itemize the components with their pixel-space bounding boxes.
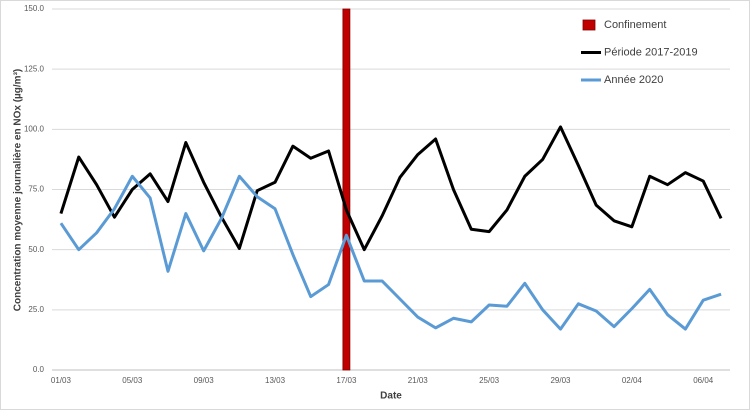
- y-tick-label: 50.0: [28, 245, 44, 254]
- x-tick-label: 09/03: [194, 376, 215, 385]
- legend-swatch: [582, 19, 596, 31]
- x-tick-label: 02/04: [622, 376, 643, 385]
- x-axis-label: Date: [380, 391, 402, 402]
- x-tick-label: 13/03: [265, 376, 286, 385]
- x-tick-label: 01/03: [51, 376, 72, 385]
- y-tick-label: 125.0: [24, 64, 45, 73]
- line: [59, 174, 722, 331]
- y-axis-label: Concentration moyenne journalière en NOx…: [13, 69, 24, 311]
- line: [59, 125, 723, 252]
- legend-label: Confinement: [604, 19, 666, 31]
- y-tick-label: 100.0: [24, 124, 45, 133]
- y-tick-label: 150.0: [24, 4, 45, 13]
- x-tick-label: 25/03: [479, 376, 500, 385]
- legend-label: Période 2017-2019: [604, 46, 698, 58]
- legend-label: Année 2020: [604, 74, 663, 86]
- x-tick-label: 17/03: [336, 376, 357, 385]
- y-tick-label: 0.0: [33, 365, 45, 374]
- x-tick-label: 21/03: [408, 376, 429, 385]
- y-tick-label: 75.0: [28, 185, 44, 194]
- bar: [342, 8, 351, 371]
- x-tick-label: 05/03: [122, 376, 143, 385]
- x-tick-label: 29/03: [550, 376, 571, 385]
- x-tick-label: 06/04: [693, 376, 714, 385]
- y-tick-label: 25.0: [28, 305, 44, 314]
